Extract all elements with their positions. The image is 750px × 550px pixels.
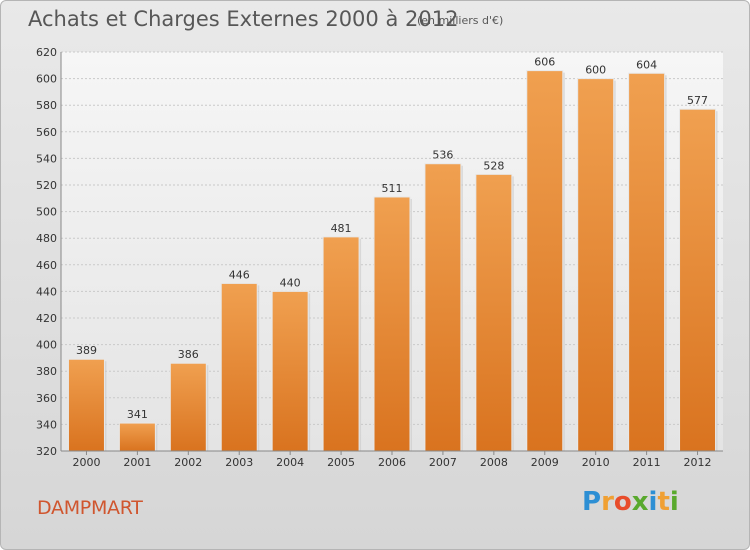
bar	[577, 78, 615, 452]
x-tick-label: 2011	[633, 456, 661, 469]
y-tick-label: 560	[36, 126, 57, 139]
value-label: 577	[687, 94, 708, 107]
value-label: 606	[534, 56, 555, 69]
value-label: 389	[76, 344, 97, 357]
y-tick-label: 440	[36, 285, 57, 298]
y-tick-label: 480	[36, 232, 57, 245]
bar	[526, 70, 564, 452]
logo-letter: i	[669, 487, 679, 517]
y-tick-label: 520	[36, 179, 57, 192]
value-label: 386	[178, 348, 199, 361]
bar	[628, 72, 666, 452]
y-tick-label: 500	[36, 206, 57, 219]
bar	[424, 163, 462, 452]
value-label: 511	[382, 182, 403, 195]
y-tick-label: 540	[36, 152, 57, 165]
value-label: 528	[483, 159, 504, 172]
logo-letter: P	[582, 487, 602, 517]
y-tick-label: 460	[36, 259, 57, 272]
value-label: 481	[331, 222, 352, 235]
unit-label: (en milliers d'€)	[417, 14, 504, 27]
logo-letter: o	[613, 487, 632, 517]
logo-letter: i	[648, 487, 658, 517]
value-label: 600	[585, 64, 606, 77]
y-tick-label: 400	[36, 339, 57, 352]
bars	[67, 70, 718, 452]
bar	[220, 282, 258, 452]
bar	[475, 173, 513, 452]
bar	[271, 290, 309, 452]
logo-letter: x	[631, 487, 649, 517]
x-tick-label: 2008	[480, 456, 508, 469]
x-tick-label: 2009	[531, 456, 559, 469]
x-tick-label: 2000	[72, 456, 100, 469]
y-tick-label: 580	[36, 99, 57, 112]
x-tick-label: 2003	[225, 456, 253, 469]
y-tick-label: 320	[36, 445, 57, 458]
value-label: 536	[432, 149, 453, 162]
value-label: 341	[127, 408, 148, 421]
logo-letter: t	[657, 487, 670, 517]
y-tick-label: 360	[36, 392, 57, 405]
x-tick-label: 2001	[123, 456, 151, 469]
value-label: 446	[229, 268, 250, 281]
bar	[169, 362, 207, 452]
y-tick-label: 620	[36, 46, 57, 59]
bar	[322, 236, 360, 452]
bar	[373, 196, 411, 452]
x-tick-label: 2002	[174, 456, 202, 469]
y-tick-label: 340	[36, 418, 57, 431]
x-tick-label: 2004	[276, 456, 304, 469]
chart-title: Achats et Charges Externes 2000 à 2012	[28, 7, 459, 31]
bar	[67, 358, 105, 452]
x-tick-label: 2005	[327, 456, 355, 469]
labels: 320 340 360 380 400 420 440 460 480 500 520 540 560 5…	[36, 46, 712, 469]
x-tick-label: 2007	[429, 456, 457, 469]
bar	[118, 422, 156, 452]
y-tick-label: 600	[36, 73, 57, 86]
x-tick-label: 2010	[582, 456, 610, 469]
bar	[679, 108, 717, 452]
x-tick-label: 2012	[684, 456, 712, 469]
y-tick-label: 420	[36, 312, 57, 325]
x-tick-label: 2006	[378, 456, 406, 469]
commune-name: DAMPMART	[37, 497, 143, 519]
proxiti-logo: Proxiti	[582, 487, 679, 517]
value-label: 440	[280, 276, 301, 289]
value-label: 604	[636, 58, 657, 71]
y-tick-label: 380	[36, 365, 57, 378]
logo-letter: r	[601, 487, 614, 517]
